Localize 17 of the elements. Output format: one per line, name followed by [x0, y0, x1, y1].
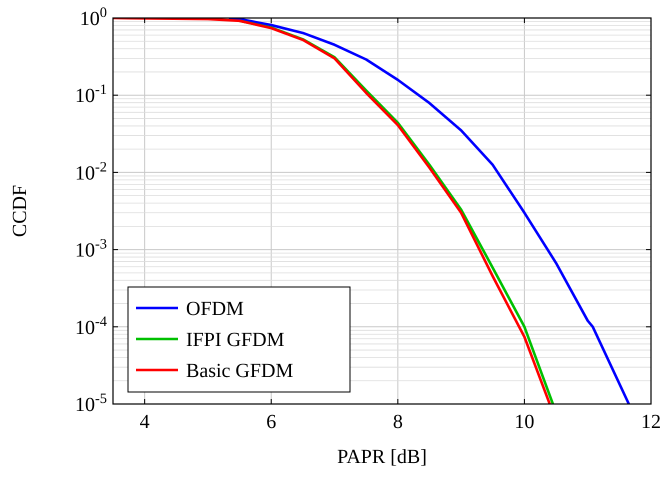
x-axis-title: PAPR [dB]	[337, 446, 427, 468]
y-tick-label: 10$^{-2}$	[75, 159, 107, 184]
x-tick-label: 10	[514, 411, 534, 433]
legend-label: Basic GFDM	[186, 360, 294, 382]
x-tick-label: 12	[641, 411, 661, 433]
y-tick-label: 10$^{0}$	[80, 5, 107, 30]
x-tick-label: 8	[392, 411, 403, 433]
y-tick-label: 10$^{-4}$	[75, 314, 107, 339]
line-series	[113, 18, 552, 404]
x-tick-label: 4	[140, 411, 150, 433]
x-tick-label: 6	[266, 411, 276, 433]
legend-label: IFPI GFDM	[186, 329, 285, 351]
y-tick-label: 10$^{-3}$	[75, 236, 107, 262]
y-tick-label: 10$^{-1}$	[75, 82, 107, 108]
y-axis-title: CCDF	[9, 184, 31, 238]
y-tick-label: 10$^{-5}$	[75, 391, 107, 416]
legend-label: OFDM	[186, 298, 244, 320]
